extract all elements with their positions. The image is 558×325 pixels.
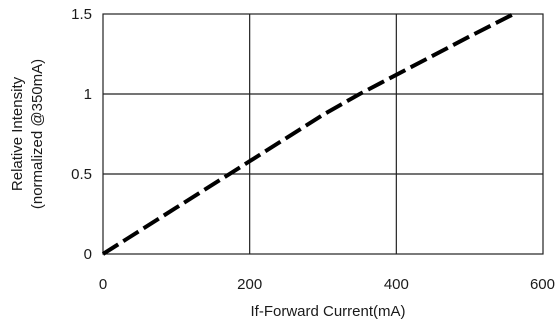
y-tick-label: 0 <box>84 246 92 263</box>
x-tick-labels: 0 200 400 600 <box>99 276 555 293</box>
grid-lines <box>103 14 543 254</box>
x-tick-label: 0 <box>99 276 107 293</box>
series-line <box>101 12 515 256</box>
x-tick-label: 600 <box>530 276 555 293</box>
series-layer <box>101 12 515 256</box>
y-axis-title-line2: (normalized @350mA) <box>29 59 46 209</box>
x-tick-label: 400 <box>384 276 409 293</box>
y-tick-label: 0.5 <box>71 166 92 183</box>
y-tick-labels: 0 0.5 1 1.5 <box>71 6 92 263</box>
y-tick-label: 1.5 <box>71 6 92 23</box>
x-tick-label: 200 <box>237 276 262 293</box>
x-axis-title: If-Forward Current(mA) <box>250 303 405 320</box>
y-tick-label: 1 <box>84 86 92 103</box>
y-axis-title-line1: Relative Intensity <box>9 76 26 191</box>
plot-frame <box>102 13 544 255</box>
